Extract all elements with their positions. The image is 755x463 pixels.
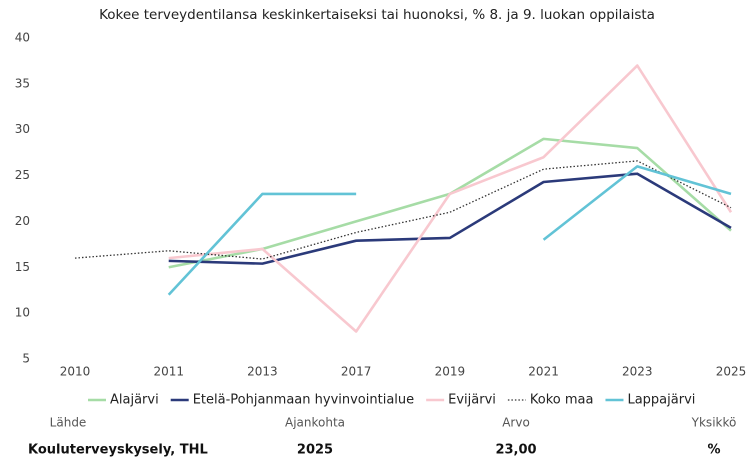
y-tick-label: 35 [15,76,30,90]
series-line [74,160,732,260]
footer-label: Yksikkö [691,416,737,430]
legend-label: Alajärvi [110,393,159,408]
y-tick-label: 40 [15,31,30,45]
y-tick-label: 5 [22,352,30,366]
y-tick-label: 30 [15,122,30,136]
legend-label: Evijärvi [448,393,496,408]
x-tick-label: 2011 [153,365,184,379]
x-tick-label: 2013 [247,365,278,379]
y-tick-label: 10 [15,306,30,320]
x-tick-label: 2021 [528,365,559,379]
series-line [167,165,732,296]
series-line [168,64,733,333]
footer-label: Ajankohta [285,416,345,430]
footer-value: % [707,443,720,458]
footer-value: 23,00 [495,443,536,458]
series-line [168,172,732,265]
legend-label: Koko maa [530,393,594,408]
x-tick-label: 2010 [60,365,91,379]
y-tick-label: 15 [15,260,30,274]
y-tick-label: 25 [15,168,30,182]
footer-value: 2025 [297,443,333,458]
legend-label: Etelä-Pohjanmaan hyvinvointialue [193,393,414,408]
footer-value: Kouluterveyskysely, THL [28,443,208,458]
chart-title: Kokee terveydentilansa keskinkertaiseksi… [99,7,655,23]
x-tick-label: 2023 [622,365,653,379]
y-tick-label: 20 [15,214,30,228]
legend-label: Lappajärvi [627,393,695,408]
x-tick-label: 2017 [341,365,372,379]
x-tick-label: 2019 [435,365,466,379]
footer-label: Arvo [502,416,530,430]
x-tick-label: 2025 [716,365,747,379]
footer-label: Lähde [50,416,87,430]
